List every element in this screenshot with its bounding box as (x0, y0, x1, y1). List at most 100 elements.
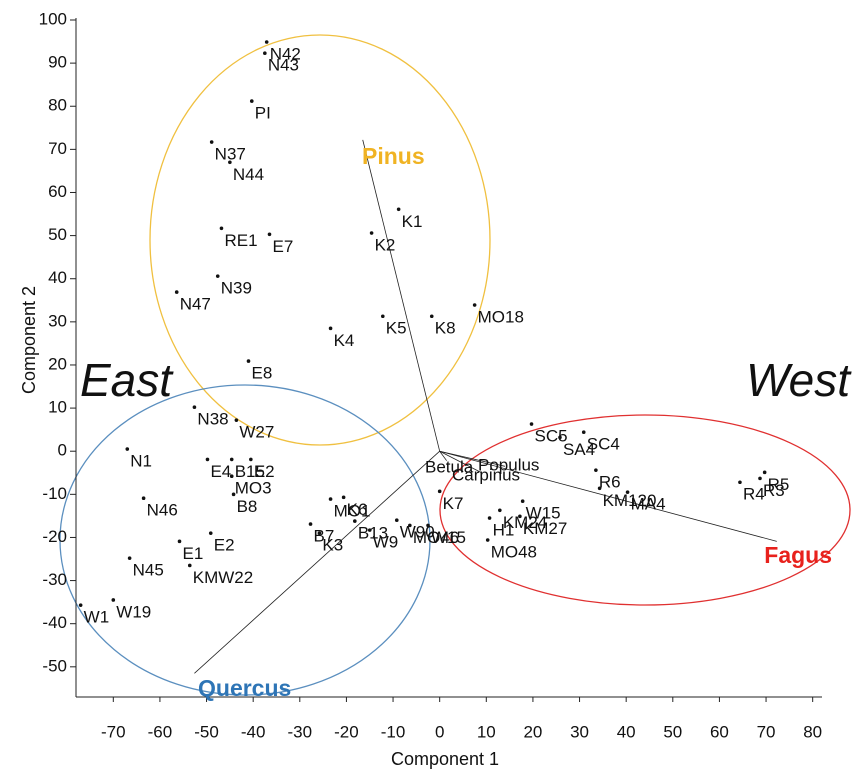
point (309, 522, 313, 526)
point-label: N47 (180, 295, 211, 314)
point-label: K7 (443, 494, 464, 513)
point-label: RE1 (224, 231, 257, 250)
point (395, 518, 399, 522)
point-label: N39 (221, 279, 252, 298)
point (368, 528, 372, 532)
x-tick-label: 0 (435, 722, 444, 741)
point (175, 290, 179, 294)
point (473, 303, 477, 307)
point-label: K4 (334, 331, 355, 350)
x-tick-label: 80 (803, 722, 822, 741)
point (228, 160, 232, 164)
west-label: West (746, 354, 852, 406)
point-label: K5 (386, 319, 407, 338)
point-label: MO18 (478, 308, 524, 327)
point-label: K1 (402, 212, 423, 231)
point (250, 99, 254, 103)
east-label: East (80, 354, 174, 406)
point-label: W1 (84, 608, 110, 627)
point-label: E2 (214, 536, 235, 555)
point (626, 490, 630, 494)
point (486, 538, 490, 542)
y-tick-label: 70 (48, 139, 67, 158)
point (265, 40, 269, 44)
point-label: E8 (252, 364, 273, 383)
y-tick-label: -20 (42, 527, 67, 546)
point-label: H1 (493, 521, 515, 540)
point (142, 496, 146, 500)
point (763, 471, 767, 475)
y-tick-label: -50 (42, 656, 67, 675)
y-tick-label: -10 (42, 484, 67, 503)
point (518, 515, 522, 519)
point-label: MA4 (631, 495, 666, 514)
point (582, 430, 586, 434)
x-tick-label: 40 (617, 722, 636, 741)
point (318, 531, 322, 535)
point-label: N46 (147, 501, 178, 520)
y-tick-label: 90 (48, 53, 67, 72)
x-tick-label: -10 (381, 722, 406, 741)
point (206, 458, 210, 462)
point-label: W27 (239, 423, 274, 442)
y-tick-label: 60 (48, 182, 67, 201)
point (193, 405, 197, 409)
point-label: KM27 (523, 519, 567, 538)
point (112, 598, 116, 602)
point-label: R6 (599, 473, 621, 492)
point (263, 51, 267, 55)
point (79, 603, 83, 607)
y-tick-label: 30 (48, 311, 67, 330)
point (210, 140, 214, 144)
x-tick-label: 10 (477, 722, 496, 741)
group-label: Quercus (198, 675, 291, 701)
y-tick-label: 0 (58, 441, 67, 460)
point (430, 314, 434, 318)
point (558, 436, 562, 440)
x-tick-label: -70 (101, 722, 126, 741)
point (209, 531, 213, 535)
point (232, 493, 236, 497)
point (521, 499, 525, 503)
point-label: N38 (197, 410, 228, 429)
point-label: PI (255, 104, 271, 123)
x-tick-label: -20 (334, 722, 359, 741)
point (598, 486, 602, 490)
x-tick-label: 20 (523, 722, 542, 741)
point (758, 477, 762, 481)
point (498, 508, 502, 512)
point-label: MO48 (491, 543, 537, 562)
point-label: SC4 (587, 435, 620, 454)
point (397, 208, 401, 212)
point (268, 233, 272, 237)
point (178, 540, 182, 544)
point-label: W15 (431, 528, 466, 547)
point-label: MO3 (235, 479, 272, 498)
point (530, 422, 534, 426)
x-tick-label: 70 (757, 722, 776, 741)
point (329, 327, 333, 331)
point (128, 556, 132, 560)
point (342, 496, 346, 500)
point-label: N44 (233, 165, 264, 184)
point (438, 490, 442, 494)
group-label: Fagus (764, 542, 832, 568)
x-tick-label: -40 (241, 722, 266, 741)
point-label: E4 (210, 462, 231, 481)
group-label: Pinus (362, 143, 425, 169)
point (738, 480, 742, 484)
point-label: K2 (375, 236, 396, 255)
x-tick-label: 30 (570, 722, 589, 741)
point (235, 418, 239, 422)
x-tick-label: -50 (194, 722, 219, 741)
x-tick-label: -30 (288, 722, 313, 741)
point (426, 524, 430, 528)
point (220, 226, 224, 230)
point (230, 474, 234, 478)
loading-vector (194, 451, 439, 673)
point-label: R4 (743, 485, 765, 504)
point (488, 516, 492, 520)
chart: East West Component 1 Component 2 100908… (0, 0, 859, 778)
x-axis-title: Component 1 (391, 749, 499, 769)
point (594, 468, 598, 472)
